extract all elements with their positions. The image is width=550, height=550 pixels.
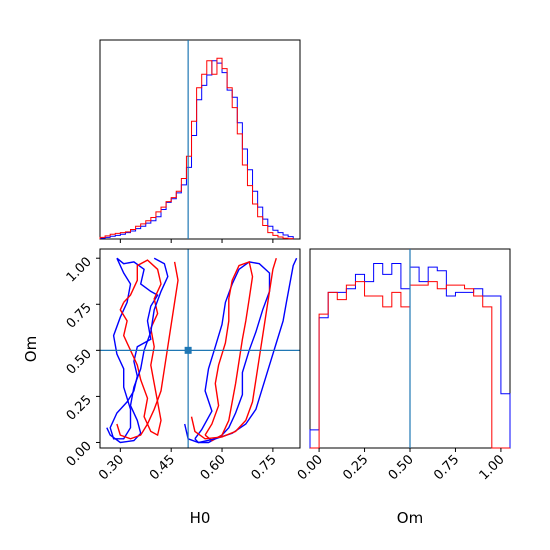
panel-hist-om: 0.00 0.25 0.50 0.75 1.00 Om [295,248,511,527]
hist-om-x-axis-label: Om [397,509,423,527]
contour-x-ticks: 0.30 0.45 0.60 0.75 [96,448,280,483]
contour-y-tick-label-0: 0.00 [64,439,95,470]
contour-y-tick-label-3: 0.75 [64,300,95,331]
contour-y-axis-label: Om [22,336,40,362]
panel-contour-frame [99,248,301,449]
contour-line-5 [184,257,298,444]
contour-line-3 [204,260,254,442]
hist-om-x-ticks: 0.00 0.25 0.50 0.75 1.00 [295,448,508,483]
contour-line-6 [116,261,179,440]
contour-line-0 [109,257,159,440]
hist-om-x-tick-label-4: 1.00 [477,452,508,483]
contour-lines-group [106,257,298,444]
contour-x-tick-label-3: 0.75 [249,452,280,483]
contour-line-1 [194,261,271,444]
hist-h0-ticks [119,239,274,243]
contour-x-tick-label-2: 0.60 [198,452,229,483]
hist-h0-series-group [99,57,294,240]
hist-om-x-tick-label-0: 0.00 [295,452,326,483]
contour-line-4 [106,257,169,444]
hist-om-x-tick-label-1: 0.25 [340,452,371,483]
contour-y-tick-label-4: 1.00 [64,254,95,285]
panel-hist-h0-frame [99,39,301,240]
hist-om-x-tick-label-3: 0.75 [431,452,462,483]
contour-x-axis-label: H0 [190,509,211,527]
hist-om-x-tick-label-2: 0.50 [386,452,417,483]
contour-x-tick-label-1: 0.45 [147,452,178,483]
panel-contour-h0-om: 0.30 0.45 0.60 0.75 0.00 0.25 0.50 0.75 1.00 H0… [22,248,301,527]
contour-y-tick-label-2: 0.50 [64,347,95,378]
contour-line-7 [190,257,277,440]
contour-y-tick-label-1: 0.25 [64,393,95,424]
hist-om-step-red [310,281,510,449]
hist-h0-step-red [99,57,294,240]
contour-truth-marker [184,346,192,354]
contour-x-tick-label-0: 0.30 [96,452,127,483]
panel-hist-h0 [99,39,301,243]
contour-line-2 [119,259,162,437]
contour-y-ticks: 0.00 0.25 0.50 0.75 1.00 [64,254,100,470]
